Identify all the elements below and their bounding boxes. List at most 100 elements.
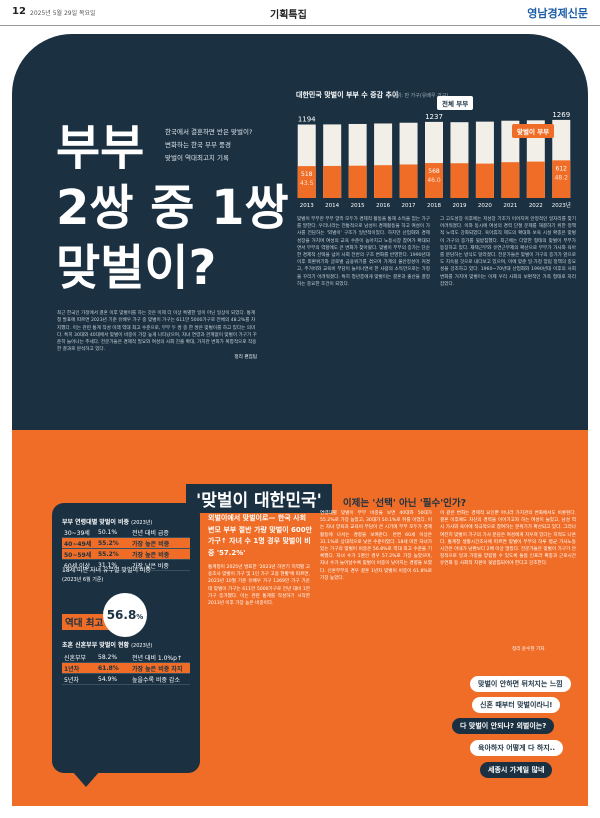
total-data-label: 1269 [552, 111, 570, 119]
byline: 정리 윤수현 기자 [512, 647, 545, 652]
table-cell: 61.8% [98, 664, 119, 672]
table-row: 60세 이상 31.1% 가장 낮은 비중 [62, 560, 190, 571]
headline-line: 맞벌이? [56, 240, 217, 296]
dual-bar [297, 166, 316, 198]
table-cell: 5년차 [64, 676, 79, 684]
banner-subtitle: 이제는 '선택' 아닌 '필수'인가? [342, 498, 467, 509]
chart-title: 대한민국 맞벌이 부부 수 증감 추이 [296, 91, 399, 99]
dual-pct-label: 48.2 [555, 174, 569, 181]
table-cell: 전년 대비 1.0%p↑ [132, 654, 182, 662]
chat-bubble: 육아하자 어떻게 다 하지.. [470, 740, 564, 756]
table-row: 신혼부부 58.2% 전년 대비 1.0%p↑ [62, 652, 190, 663]
dual-pct-label: 46.0 [427, 177, 441, 184]
table-cell: 30~39세 [64, 529, 90, 537]
bar-chart: 2013 1194 518 43.5 2014 2015 2016 2017 2018 1237 5… [297, 111, 571, 209]
headline-line: 2쌍 중 1쌍 [56, 180, 289, 236]
article-column: 연령대별 맞벌이 부부 비중을 보면 40대와 50대가 55.2%로 가장 높… [320, 511, 432, 581]
table-cell: 60세 이상 [64, 562, 91, 570]
issue-date: 2025년 5월 29일 목요일 [30, 10, 96, 17]
x-tick-label: 2015 [351, 203, 365, 209]
table-cell: 50.1% [98, 528, 118, 536]
age-table: 30~39세 50.1% 전년 대비 급증 40~49세 55.2% 가장 높은 비중 50… [62, 527, 190, 571]
table-cell: 31.1% [98, 561, 118, 569]
dual-bar [374, 165, 393, 198]
table-cell: 가장 높은 비중 [132, 551, 170, 559]
table-cell: 1년차 [64, 665, 80, 673]
dual-bar [526, 161, 545, 198]
dual-bar [399, 164, 418, 198]
subheadline-line: 맞벌이 역대최고치 기록 [165, 154, 229, 162]
dual-bar [450, 163, 469, 198]
subheadline-line: 한국에서 결혼하면 반은 맞벌이? [165, 128, 253, 136]
legend-dual: 맞벌이 부부 [512, 124, 555, 138]
dual-pct-label: 43.5 [300, 180, 314, 187]
table-row: 40~49세 55.2% 가장 높은 비중 [62, 538, 190, 549]
intro-text: 최근 한국인 가정에서 결혼 이후 맞벌이를 하는 것은 이제 더 이상 특별한… [57, 311, 257, 353]
table-row: 30~39세 50.1% 전년 대비 급증 [62, 527, 190, 538]
x-tick-label: 2014 [325, 203, 339, 209]
x-tick-label: 2013 [300, 203, 314, 209]
chat-bubble: 다 맞벌이 안되나? 외벌이는? [452, 718, 555, 734]
chart-unit: 단위: 만 가구(유배우 가구) [392, 93, 449, 99]
table-cell: 58.2% [98, 653, 118, 661]
dual-bar [348, 165, 367, 198]
x-tick-label: 2017 [402, 203, 416, 209]
table-cell: 55.2% [98, 539, 119, 547]
article-column: 이 같은 변화는 경제적 요인뿐 아니라 가치관의 변화에서도 비롯된다. 결혼… [440, 511, 576, 567]
table-row: 1년차 61.8% 가장 높은 비중 차지 [62, 663, 190, 674]
dual-data-label: 568 [428, 168, 440, 175]
newlywed-table: 신혼부부 58.2% 전년 대비 1.0%p↑ 1년차 61.8% 가장 높은 비중 차지… [62, 652, 190, 685]
table-cell: 가장 높은 비중 [132, 540, 170, 548]
max-title: 18세 미만 자녀 유무별 맞벌이 비중 (2023년 6월 기준) [62, 567, 151, 583]
total-data-label: 1237 [425, 113, 443, 121]
newspaper-logo[interactable]: 영남경제신문 [527, 7, 588, 20]
table-cell: 전년 대비 급증 [132, 529, 169, 537]
table-row: 5년차 54.9% 높을수록 비중 감소 [62, 674, 190, 685]
chat-bubble: 세종시 가계일 많네 [480, 762, 553, 778]
section-banner: '맞벌이 대한민국' 이제는 '선택' 아닌 '필수'인가? [186, 484, 466, 513]
table-cell: 신혼부부 [64, 654, 87, 662]
headline: 부부 2쌍 중 1쌍 맞벌이? [56, 118, 289, 298]
lead-text: 외벌이에서 맞벌이로— 한국 사회 변모 부부 절반 가량 맞벌이 600만 가… [208, 514, 313, 557]
total-data-label: 1194 [298, 116, 316, 124]
x-tick-label: 2018 [427, 203, 441, 209]
table-cell: 가장 낮은 비중 [132, 562, 169, 570]
page-header: 12 2025년 5월 29일 목요일 기획특집 영남경제신문 [0, 0, 600, 26]
legend-total: 전체 부부 [437, 96, 474, 110]
table-row: 50~59세 55.2% 가장 높은 비중 [62, 549, 190, 560]
dual-bar [323, 165, 342, 198]
x-tick-label: 2021 [503, 203, 517, 209]
dual-bar [552, 160, 571, 198]
headline-line: 부부 [56, 120, 145, 176]
dual-data-label: 612 [556, 165, 568, 172]
x-tick-label: 2019 [452, 203, 466, 209]
table-cell: 가장 높은 비중 차지 [132, 665, 183, 673]
chat-bubble: 신혼 때부터 맞벌이라니! [472, 697, 561, 713]
dual-bar [425, 163, 443, 198]
x-tick-label: 2022 [529, 203, 543, 209]
article-column: 통계청이 2025년 발표한 '2023년 하반기 지역별 고용조사 맞벌이 가… [208, 565, 310, 607]
table-cell: 55.2% [98, 550, 119, 558]
age-table-title: 부부 연령대별 맞벌이 비중 (2023년) [62, 519, 153, 526]
newlywed-table-title: 초혼 신혼부부 맞벌이 현황 (2023년) [62, 642, 153, 649]
intro-byline: 정리 편집팀 [234, 354, 257, 360]
x-tick-label: 2016 [376, 203, 390, 209]
top-panel [12, 34, 588, 430]
page-number: 12 [12, 6, 26, 17]
chat-bubble: 맞벌이 안하면 뒤처지는 느낌 [470, 676, 571, 692]
dual-bar [475, 163, 494, 198]
dual-bar [501, 162, 520, 198]
article-column: 맞벌이 부부란 부부 양측 모두가 경제적 활동을 통해 소득을 얻는 가구를 … [297, 217, 430, 287]
table-cell: 50~59세 [64, 551, 92, 559]
x-tick-label: 2023년 [552, 201, 571, 209]
table-cell: 높을수록 비중 감소 [132, 676, 180, 684]
subheadline: 한국에서 결혼하면 반은 맞벌이? 변화하는 한국 부부 풍경 맞벌이 역대최고… [165, 126, 252, 165]
section-title: 기획특집 [270, 10, 307, 21]
table-cell: 40~49세 [64, 540, 92, 548]
banner-title: '맞벌이 대한민국' [186, 484, 332, 513]
max-value: 56.8% [103, 593, 147, 637]
table-cell: 54.9% [98, 675, 118, 683]
dual-data-label: 518 [301, 171, 313, 178]
intro-paragraph: 최근 한국인 가정에서 결혼 이후 맞벌이를 하는 것은 이제 더 이상 특별한… [57, 310, 257, 361]
article-column: 그 고도성장 이후에는 저성장 기조가 이어지며 안정적인 일자리를 찾기 어려… [440, 217, 576, 287]
